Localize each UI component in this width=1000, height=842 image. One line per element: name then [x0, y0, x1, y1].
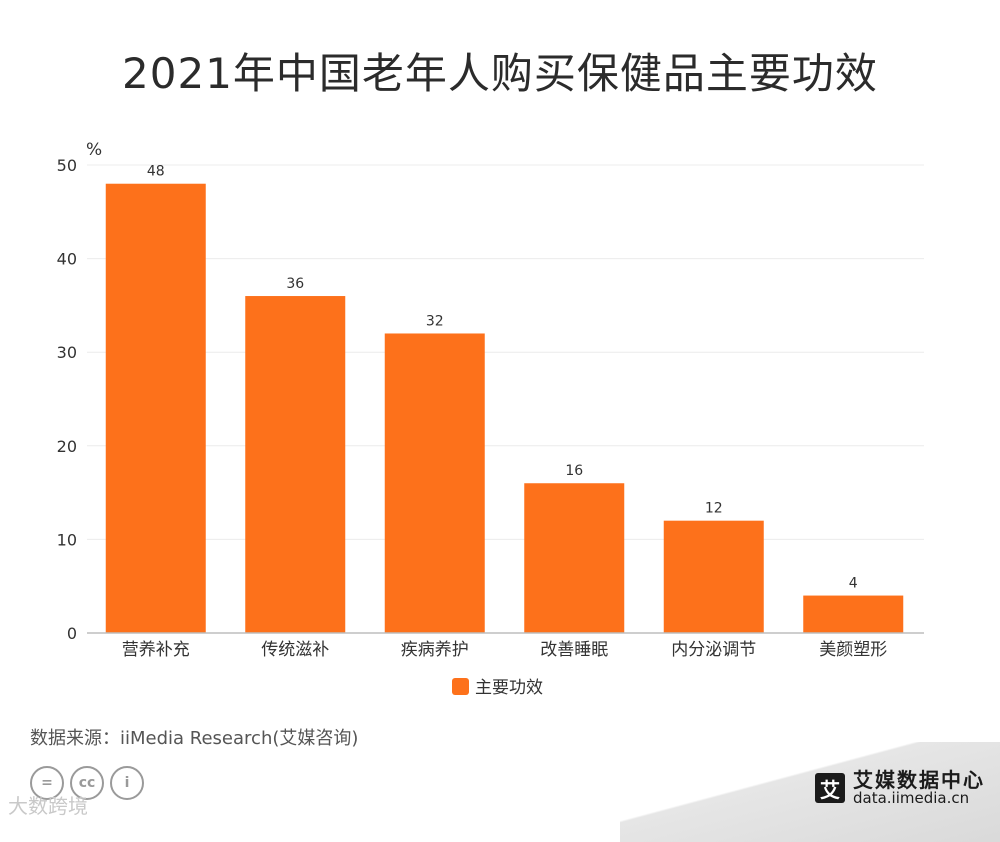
bar [663, 520, 764, 633]
bar [524, 483, 625, 633]
chart-title: 2021年中国老年人购买保健品主要功效 [122, 49, 878, 98]
brand-logo-icon: 艾 [815, 773, 845, 804]
person-icon: i [110, 766, 144, 800]
bars: 48 36 32 16 12 4 [105, 164, 904, 633]
gridlines [87, 164, 924, 540]
x-tick-label: 改善睡眠 [540, 640, 608, 660]
data-label: 32 [426, 313, 444, 329]
license-badges: = cc i [30, 766, 144, 800]
data-source: 数据来源：iiMedia Research(艾媒咨询) [30, 728, 359, 749]
y-tick-label: 30 [57, 343, 77, 362]
y-tick-label: 40 [57, 250, 77, 269]
bar-chart: 48 36 32 16 12 4 0 10 20 30 40 50% 营养补充 传统滋补 疾病养护 改善睡眠… [57, 140, 924, 698]
watermark: 大数跨境 [8, 794, 88, 818]
x-tick-label: 内分泌调节 [671, 640, 756, 660]
legend-label: 主要功效 [475, 678, 543, 698]
y-tick-label: 50 [57, 156, 77, 175]
bar [245, 296, 346, 633]
bar [105, 183, 206, 633]
brand-url[interactable]: data.iimedia.cn [853, 789, 970, 807]
y-tick-label: 0 [67, 624, 77, 643]
cc-icon: cc [70, 766, 104, 800]
data-label: 16 [565, 463, 583, 479]
x-tick-label: 疾病养护 [401, 640, 469, 660]
data-label: 36 [286, 276, 304, 292]
data-label: 48 [147, 164, 165, 180]
brand-name: 艾媒数据中心 [853, 768, 985, 792]
brand-block[interactable]: 艾 艾媒数据中心 data.iimedia.cn [815, 770, 985, 807]
x-tick-label: 营养补充 [122, 640, 190, 660]
data-label: 12 [705, 501, 723, 517]
x-tick-label: 美颜塑形 [819, 640, 887, 660]
y-unit-label: % [86, 140, 102, 160]
nd-icon: = [30, 766, 64, 800]
y-tick-label: 20 [57, 437, 77, 456]
axes: 0 10 20 30 40 50% 营养补充 传统滋补 疾病养护 改善睡眠 内分泌调节 美颜塑形主要功… [57, 140, 924, 698]
data-label: 4 [849, 576, 858, 592]
legend-swatch [452, 678, 469, 695]
x-tick-label: 传统滋补 [261, 640, 329, 660]
bar [803, 595, 904, 633]
bar [384, 333, 485, 633]
y-tick-label: 10 [57, 530, 77, 549]
